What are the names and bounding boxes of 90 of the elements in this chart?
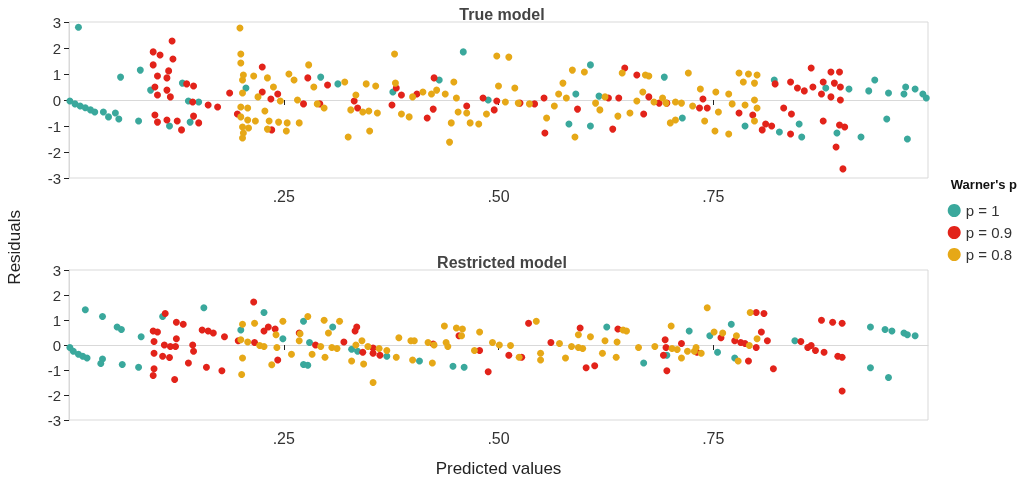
point — [115, 115, 123, 123]
point — [99, 313, 106, 320]
y-tick-label: 0 — [52, 336, 61, 354]
point — [135, 363, 143, 371]
point — [883, 115, 891, 123]
point — [200, 304, 208, 312]
chart-title: True model — [459, 5, 545, 23]
x-tick-label: .75 — [702, 187, 725, 205]
point — [99, 108, 107, 116]
point — [91, 108, 99, 116]
point — [881, 326, 889, 333]
y-tick-label: 3 — [52, 13, 61, 31]
point — [586, 122, 594, 130]
point — [775, 128, 783, 136]
y-tick-label: 2 — [52, 286, 61, 304]
y-tick-label: -2 — [47, 386, 61, 404]
point — [118, 361, 126, 368]
point — [459, 48, 467, 56]
y-tick-label: 1 — [52, 311, 61, 329]
point — [866, 364, 874, 372]
x-axis-title: Predicted values — [435, 459, 562, 478]
point — [300, 317, 308, 325]
point — [137, 333, 145, 341]
chart-title: Restricted model — [437, 253, 567, 271]
point — [317, 73, 325, 81]
point — [685, 327, 693, 335]
point — [306, 339, 314, 346]
y-tick-label: 2 — [52, 39, 61, 57]
legend-label: p = 0.8 — [965, 246, 1013, 263]
point — [279, 335, 287, 343]
point — [166, 122, 173, 130]
point — [186, 118, 194, 126]
y-tick-label: -1 — [47, 361, 61, 379]
point — [147, 86, 155, 94]
legend-label: p = 1 — [965, 202, 1000, 219]
point — [911, 332, 919, 340]
y-tick-label: 3 — [52, 261, 61, 279]
point — [866, 323, 874, 331]
point — [260, 309, 268, 316]
point — [922, 94, 930, 102]
point — [884, 374, 892, 381]
point — [111, 109, 119, 117]
point — [329, 323, 337, 331]
x-tick-label: .25 — [272, 187, 295, 205]
point — [97, 360, 105, 367]
x-tick-label: .25 — [272, 429, 295, 447]
point — [572, 90, 580, 98]
point — [911, 85, 919, 93]
x-tick-label: .50 — [487, 187, 510, 205]
point — [415, 357, 423, 365]
point — [449, 362, 457, 370]
point — [791, 337, 799, 345]
point — [334, 80, 342, 88]
y-tick-label: -1 — [47, 117, 61, 135]
point — [795, 120, 803, 128]
point — [348, 345, 356, 353]
point — [884, 89, 892, 97]
point — [603, 323, 611, 331]
point — [460, 363, 468, 371]
point — [117, 326, 125, 333]
x-tick-label: .75 — [702, 429, 725, 447]
point — [81, 306, 89, 314]
point — [678, 114, 686, 122]
y-tick-label: -3 — [47, 411, 61, 429]
point — [135, 117, 143, 125]
point — [586, 61, 594, 69]
point — [195, 98, 203, 106]
point — [105, 113, 113, 121]
y-tick-label: -3 — [47, 169, 61, 187]
point — [871, 76, 879, 84]
point — [902, 83, 910, 91]
y-axis-title: Residuals — [5, 209, 24, 285]
point — [903, 135, 911, 143]
point — [74, 23, 82, 31]
point — [714, 348, 722, 356]
x-tick-label: .50 — [487, 429, 510, 447]
y-tick-label: 1 — [52, 65, 61, 83]
point — [136, 66, 144, 74]
point — [117, 73, 125, 81]
point — [640, 359, 648, 367]
y-tick-label: -2 — [47, 143, 61, 161]
point — [660, 73, 668, 81]
legend-title: Warner's p — [950, 177, 1018, 192]
point — [798, 133, 806, 141]
y-tick-label: 0 — [52, 91, 61, 109]
point — [822, 84, 830, 92]
legend-label: p = 0.9 — [965, 224, 1013, 241]
point — [727, 320, 735, 328]
point — [865, 87, 873, 95]
point — [304, 361, 312, 369]
